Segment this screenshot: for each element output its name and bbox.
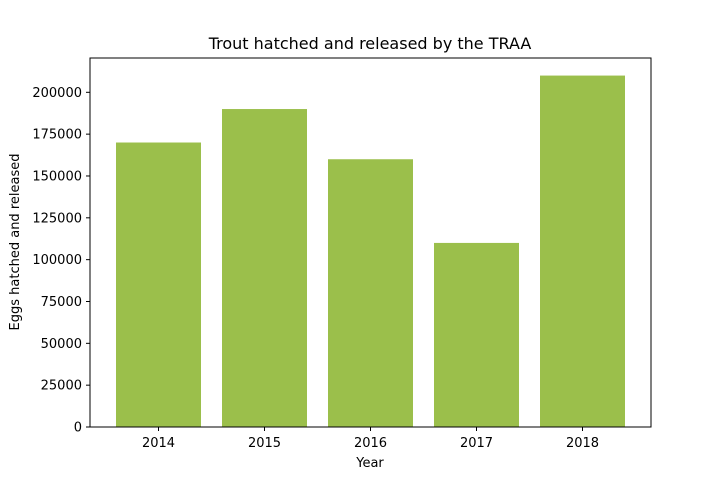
x-axis: 2014 2015 2016 2017 2018 [142,427,599,451]
y-axis-label: Eggs hatched and released [8,154,23,331]
y-tick-label: 175000 [32,128,82,143]
x-tick-label: 2015 [248,436,281,451]
x-tick-label: 2014 [142,436,175,451]
x-tick-label: 2017 [460,436,493,451]
bars-layer [116,75,625,428]
y-tick-label: 200000 [32,86,82,101]
x-tick-label: 2016 [354,436,387,451]
x-axis-label: Year [355,456,384,471]
bar-2018 [540,75,625,427]
y-tick-label: 50000 [41,337,82,352]
chart-title: Trout hatched and released by the TRAA [208,34,532,53]
y-tick-label: 75000 [41,295,82,310]
y-axis: 0 25000 50000 75000 100000 125000 150000 175000… [32,86,90,436]
y-tick-label: 125000 [32,211,82,226]
y-tick-label: 100000 [32,253,82,268]
bar-2014 [116,142,201,427]
y-tick-label: 0 [74,421,82,436]
y-tick-label: 25000 [41,379,82,394]
bar-2015 [222,109,307,427]
bar-2017 [434,242,519,427]
bar-2016 [328,159,413,428]
y-tick-label: 150000 [32,169,82,184]
x-tick-label: 2018 [566,436,599,451]
